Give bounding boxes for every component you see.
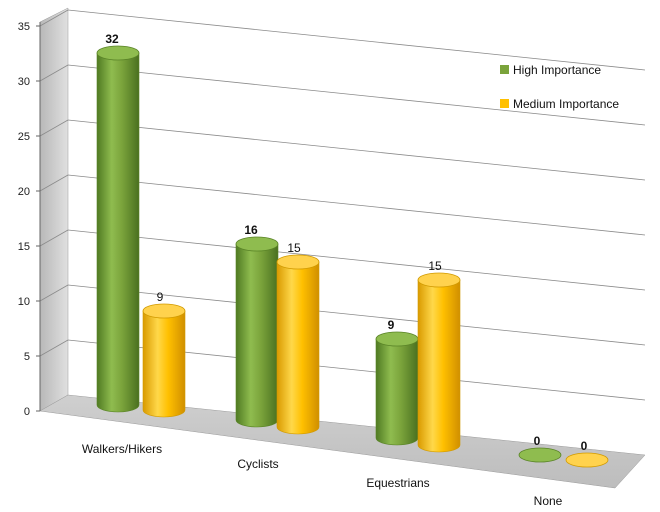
y-tick-label: 25 [18, 131, 30, 143]
bar-top [375, 331, 419, 347]
category-label: Equestrians [366, 476, 429, 490]
bar-top [96, 45, 140, 61]
y-tick-label: 35 [18, 21, 30, 33]
gridline [67, 284, 646, 346]
gridline [67, 9, 646, 71]
category-label: Walkers/Hikers [82, 442, 162, 456]
bar-high-equestrians: 9 [375, 318, 419, 446]
bar-medium-cyclists: 15 [276, 241, 320, 435]
legend-label: Medium Importance [513, 97, 619, 111]
wall-gridline [39, 284, 69, 302]
bar-high-cyclists: 16 [235, 223, 279, 428]
bar-top [235, 236, 279, 252]
legend: High Importance Medium Importance [500, 63, 619, 111]
legend-label: High Importance [513, 63, 601, 77]
y-axis-ticks: 0 5 10 15 20 25 30 35 [18, 21, 40, 418]
data-label: 32 [105, 32, 119, 46]
gridline [67, 229, 646, 291]
bar-body [417, 279, 461, 453]
gridline [67, 64, 646, 126]
bar-top [142, 303, 186, 319]
wall-gridline [39, 64, 69, 82]
bar-high-walkers-hikers: 32 [96, 32, 140, 413]
side-wall [39, 7, 69, 412]
wall-gridline [39, 174, 69, 192]
data-label: 0 [534, 434, 541, 448]
data-label: 15 [287, 241, 301, 255]
bar-top [565, 452, 609, 468]
legend-swatch [500, 65, 509, 74]
bar-body [96, 52, 140, 413]
bars: 32 9 16 15 9 15 0 0 [96, 32, 609, 468]
data-label: 0 [581, 439, 588, 453]
bar-top [518, 447, 562, 463]
y-tick-label: 5 [24, 351, 30, 363]
wall-gridline [39, 229, 69, 247]
data-label: 9 [388, 318, 395, 332]
legend-swatch [500, 99, 509, 108]
bar-top [417, 272, 461, 288]
data-label: 15 [428, 259, 442, 273]
floor [39, 394, 646, 489]
data-label: 9 [157, 290, 164, 304]
y-tick-label: 0 [24, 406, 30, 418]
bar-medium-equestrians: 15 [417, 259, 461, 453]
gridline [67, 174, 646, 236]
category-label: Cyclists [237, 457, 278, 471]
bar-medium-none: 0 [565, 439, 609, 468]
wall-gridline [39, 119, 69, 137]
y-tick-label: 10 [18, 296, 30, 308]
bar-high-none: 0 [518, 434, 562, 463]
gridline [67, 119, 646, 181]
wall-gridline [39, 9, 69, 27]
y-tick-label: 15 [18, 241, 30, 253]
data-label: 16 [244, 223, 258, 237]
bar-body [375, 338, 419, 446]
category-labels: Walkers/Hikers Cyclists Equestrians None [82, 442, 563, 508]
bar-body [235, 243, 279, 428]
y-tick-label: 30 [18, 76, 30, 88]
y-tick-label: 20 [18, 186, 30, 198]
wall-gridline [39, 339, 69, 357]
bar-top [276, 254, 320, 270]
bar-body [276, 261, 320, 435]
category-label: None [534, 494, 563, 508]
bar-medium-walkers-hikers: 9 [142, 290, 186, 418]
bar-body [142, 310, 186, 418]
